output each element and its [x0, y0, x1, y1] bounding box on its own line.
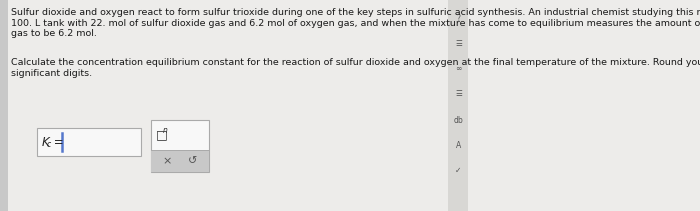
- Text: db: db: [454, 115, 463, 124]
- Text: ✓: ✓: [455, 165, 461, 174]
- Text: ∞: ∞: [455, 64, 461, 73]
- Text: ×: ×: [162, 156, 172, 166]
- Bar: [37, 128, 141, 156]
- Text: significant digits.: significant digits.: [10, 69, 92, 77]
- Text: Calculate the concentration equilibrium constant for the reaction of sulfur diox: Calculate the concentration equilibrium …: [10, 58, 700, 67]
- Text: =: =: [50, 135, 63, 149]
- Text: ☰: ☰: [455, 88, 462, 97]
- Text: ↺: ↺: [188, 156, 197, 166]
- Text: A: A: [456, 141, 461, 150]
- Text: □: □: [156, 128, 168, 141]
- Text: Sulfur dioxide and oxygen react to form sulfur trioxide during one of the key st: Sulfur dioxide and oxygen react to form …: [10, 8, 700, 17]
- Text: ?: ?: [456, 14, 461, 23]
- Bar: [0, 0, 8, 211]
- Text: n: n: [162, 126, 167, 135]
- Bar: [150, 150, 209, 172]
- Text: c: c: [46, 140, 50, 149]
- Bar: [449, 0, 468, 211]
- Text: gas to be 6.2 mol.: gas to be 6.2 mol.: [10, 29, 97, 38]
- Text: ☰: ☰: [455, 38, 462, 47]
- Text: K: K: [41, 135, 49, 149]
- Bar: [150, 120, 209, 172]
- Text: 100. L tank with 22. mol of sulfur dioxide gas and 6.2 mol of oxygen gas, and wh: 100. L tank with 22. mol of sulfur dioxi…: [10, 19, 700, 27]
